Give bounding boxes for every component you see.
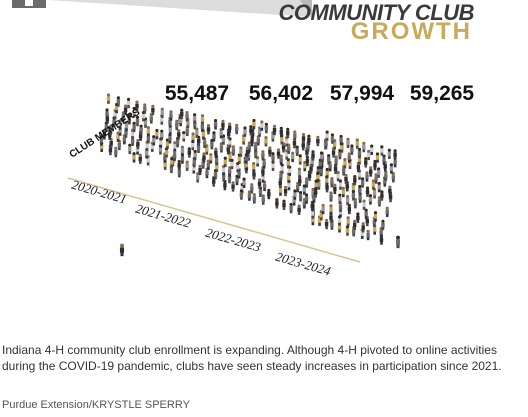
- title-line2: GROWTH: [350, 18, 472, 45]
- header-wedge: [48, 0, 312, 17]
- crowd-bar-2021-2022: [170, 108, 255, 194]
- caption: Indiana 4-H community club enrollment is…: [2, 343, 502, 373]
- stray-figure: [395, 235, 401, 249]
- crowd-figures: [99, 93, 401, 257]
- crowd-bar-2023-2024: [311, 130, 397, 245]
- year-label-2023-2024: 2023-2024: [274, 249, 333, 279]
- year-label-2020-2021: 2020-2021: [70, 177, 128, 207]
- value-label-2022-2023: 57,994: [330, 82, 395, 105]
- corner-badge: [12, 0, 46, 8]
- crowd-bar-2020-2021: [99, 93, 182, 174]
- value-label-2021-2022: 56,402: [249, 82, 313, 105]
- photo-credit: Purdue Extension/KRYSTLE SPERRY: [2, 399, 190, 411]
- crowd-bar-2022-2023: [239, 118, 328, 219]
- year-label-2022-2023: 2022-2023: [204, 225, 263, 255]
- crowd-chart: 55,4872020-202156,4022021-202257,9942022…: [67, 82, 475, 279]
- value-label-2023-2024: 59,265: [410, 82, 475, 105]
- title-line1: COMMUNITY CLUB: [278, 0, 475, 25]
- value-label-2020-2021: 55,487: [165, 82, 229, 105]
- stray-figure: [119, 243, 125, 257]
- floor-line: [67, 177, 361, 263]
